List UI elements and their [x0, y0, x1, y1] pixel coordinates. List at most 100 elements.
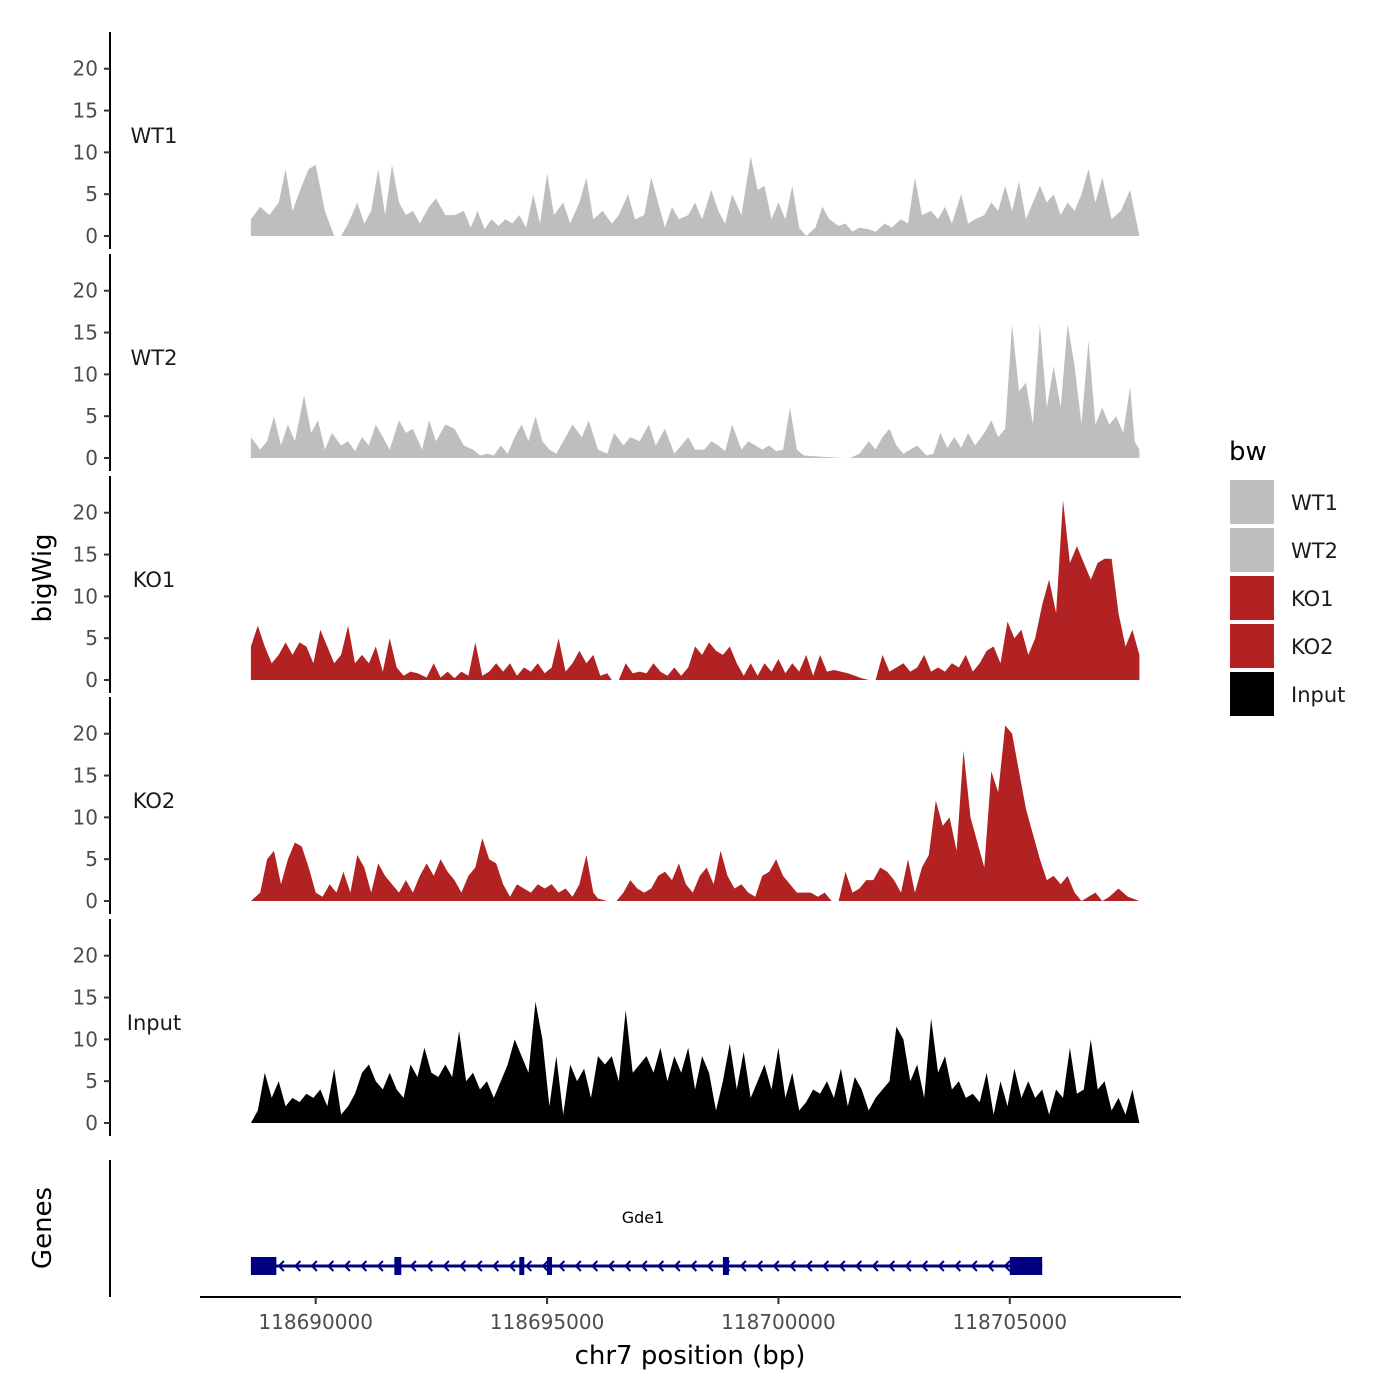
y-tick-label: 10	[73, 584, 98, 608]
y-tick-label: 10	[73, 140, 98, 164]
track-label-input: Input	[127, 1011, 181, 1035]
y-tick-label: 0	[85, 224, 98, 248]
strand-chevron	[326, 1260, 335, 1272]
y-tick-label: 15	[73, 986, 98, 1010]
legend-label-wt2: WT2	[1291, 539, 1338, 563]
strand-chevron	[508, 1260, 516, 1272]
y-tick-label: 15	[73, 764, 98, 788]
strand-chevron	[541, 1260, 549, 1272]
y-tick-label: 0	[85, 889, 98, 913]
strand-chevron	[805, 1260, 813, 1272]
x-axis: 118690000 118695000 118700000 118705000	[200, 1296, 1181, 1334]
legend: bw WT1 WT2 KO1 KO2 Input	[1229, 437, 1345, 716]
strand-chevron	[574, 1260, 582, 1272]
signal-area-wt2	[250, 324, 1140, 458]
strand-chevron	[854, 1260, 863, 1272]
strand-chevron	[458, 1260, 467, 1272]
strand-chevron	[310, 1260, 318, 1272]
track-input: 0 5 10 15 20 Input	[73, 919, 1140, 1136]
y-tick-label: 20	[73, 57, 98, 81]
x-tick-label: 118705000	[953, 1310, 1068, 1334]
track-label-wt2: WT2	[131, 346, 178, 370]
strand-chevron	[491, 1260, 500, 1272]
y-tick-label: 15	[73, 543, 98, 567]
genes-axis-title: Genes	[28, 1187, 58, 1269]
track-label-ko2: KO2	[133, 789, 176, 813]
signal-area-ko1	[250, 500, 1140, 680]
strand-chevron	[343, 1260, 351, 1272]
y-tick-label: 20	[73, 944, 98, 968]
strand-chevron	[359, 1260, 368, 1272]
strand-chevron	[689, 1260, 698, 1272]
legend-label-ko1: KO1	[1291, 587, 1334, 611]
strand-chevron	[904, 1260, 912, 1272]
gene-track: Gde1	[109, 1160, 1043, 1297]
strand-chevron	[953, 1260, 962, 1272]
legend-key-ko1	[1230, 576, 1274, 620]
gene-exon	[394, 1257, 402, 1275]
strand-chevron	[442, 1260, 450, 1272]
strand-chevron	[970, 1260, 978, 1272]
x-tick-label: 118695000	[490, 1310, 605, 1334]
track-wt1: 0 5 10 15 20 WT1	[73, 32, 1140, 249]
strand-chevron	[640, 1260, 648, 1272]
y-tick-label: 20	[73, 279, 98, 303]
strand-chevron	[887, 1260, 896, 1272]
legend-title: bw	[1229, 437, 1267, 467]
strand-chevron	[293, 1260, 302, 1272]
y-tick-label: 15	[73, 99, 98, 123]
legend-key-wt2	[1230, 528, 1274, 572]
strand-chevron	[524, 1260, 533, 1272]
signal-area-input	[250, 1001, 1140, 1123]
strand-chevron	[376, 1260, 384, 1272]
strand-chevron	[607, 1260, 615, 1272]
x-axis-title: chr7 position (bp)	[575, 1341, 806, 1371]
strand-chevron	[277, 1260, 285, 1272]
strand-chevron	[706, 1260, 714, 1272]
strand-chevron	[475, 1260, 483, 1272]
y-tick-label: 15	[73, 321, 98, 345]
signal-area-ko2	[250, 725, 1140, 901]
y-axis-title: bigWig	[28, 533, 58, 622]
gene-label-gde1: Gde1	[622, 1208, 665, 1227]
legend-key-ko2	[1230, 624, 1274, 668]
y-tick-label: 5	[85, 404, 98, 428]
strand-chevron	[871, 1260, 879, 1272]
strand-chevron	[623, 1260, 632, 1272]
strand-chevron	[920, 1260, 929, 1272]
y-tick-label: 0	[85, 1111, 98, 1135]
legend-label-ko2: KO2	[1291, 635, 1334, 659]
legend-label-input: Input	[1291, 683, 1345, 707]
y-tick-label: 20	[73, 722, 98, 746]
y-tick-label: 20	[73, 501, 98, 525]
strand-chevron	[1003, 1260, 1011, 1272]
track-label-wt1: WT1	[131, 124, 178, 148]
y-tick-label: 5	[85, 1069, 98, 1093]
strand-chevron	[755, 1260, 764, 1272]
y-tick-label: 10	[73, 1027, 98, 1051]
track-ko2: 0 5 10 15 20 KO2	[73, 697, 1140, 914]
gene-exon	[722, 1257, 729, 1275]
y-tick-label: 10	[73, 362, 98, 386]
strand-chevron	[425, 1260, 434, 1272]
legend-label-wt1: WT1	[1291, 491, 1338, 515]
gene-exon	[1009, 1257, 1043, 1275]
gene-gde1: Gde1	[250, 1208, 1043, 1275]
gene-exon	[250, 1257, 277, 1275]
track-ko1: 0 5 10 15 20 KO1	[73, 476, 1140, 693]
strand-chevron	[409, 1260, 417, 1272]
y-tick-label: 10	[73, 805, 98, 829]
strand-chevron	[937, 1260, 945, 1272]
track-wt2: 0 5 10 15 20 WT2	[73, 254, 1140, 471]
strand-chevron	[986, 1260, 995, 1272]
y-tick-label: 0	[85, 446, 98, 470]
y-tick-label: 5	[85, 847, 98, 871]
signal-tracks: 0 5 10 15 20 WT1 0 5 10 15 20 WT2 0 5 10 15 20 KO1 0 5 10 15 2…	[73, 32, 1140, 1136]
strand-chevron	[590, 1260, 599, 1272]
strand-chevron	[673, 1260, 681, 1272]
strand-chevron	[656, 1260, 665, 1272]
strand-chevron	[788, 1260, 797, 1272]
strand-chevron	[772, 1260, 780, 1272]
track-label-ko1: KO1	[133, 568, 176, 592]
